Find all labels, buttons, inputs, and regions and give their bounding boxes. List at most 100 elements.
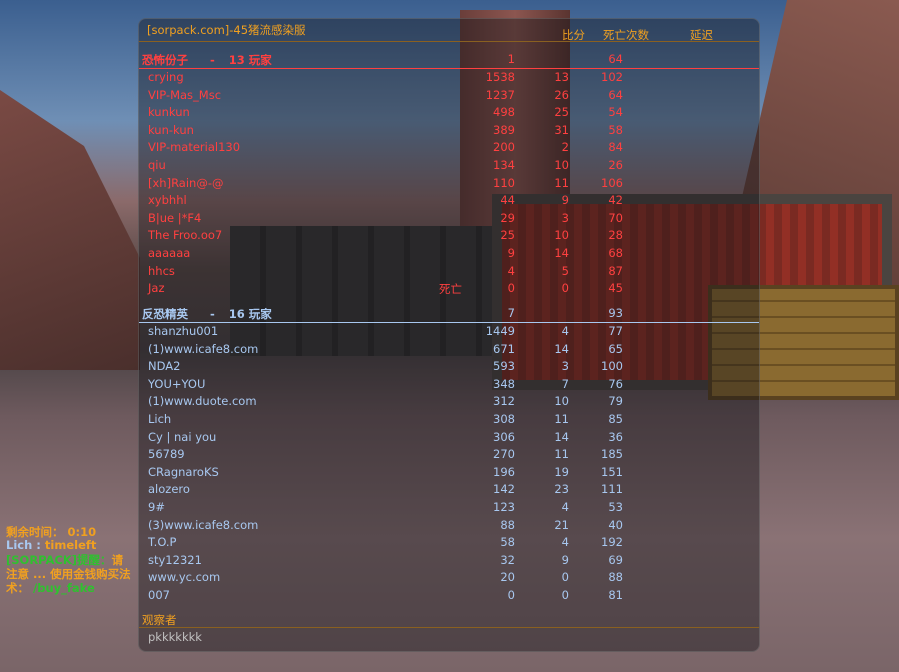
- player-deaths: 5: [561, 263, 569, 278]
- player-name: [xh]Rain@-@: [148, 175, 224, 190]
- header-divider: [139, 41, 759, 42]
- player-deaths: 9: [561, 193, 569, 208]
- player-latency: 28: [608, 228, 623, 243]
- team-name: 恐怖份子: [142, 53, 188, 67]
- player-name: aaaaaa: [148, 246, 191, 260]
- player-name: xybhhl: [148, 193, 187, 208]
- player-latency: 36: [608, 429, 623, 444]
- chat-message: Lich : timeleft: [6, 538, 96, 552]
- player-score: 134: [493, 158, 515, 172]
- player-name: VIP-material130: [148, 140, 241, 155]
- team-latency: 64: [608, 52, 623, 66]
- player-latency: 106: [601, 175, 623, 190]
- player-deaths: 10: [554, 394, 569, 409]
- player-score: 196: [493, 464, 515, 479]
- player-deaths: 11: [554, 175, 569, 190]
- player-deaths: 23: [554, 482, 569, 497]
- player-deaths: 25: [554, 105, 569, 120]
- player-name: VIP-Mas_Msc: [148, 87, 222, 102]
- column-header-deaths: 死亡次数: [603, 28, 649, 42]
- player-name: T.O.P: [148, 535, 177, 550]
- player-score: 1237: [485, 87, 515, 102]
- player-deaths: 14: [554, 429, 569, 444]
- player-score: 0: [507, 281, 515, 296]
- player-name: CRagnaroKS: [148, 464, 219, 479]
- player-score: 142: [493, 482, 515, 497]
- player-latency: 185: [601, 447, 623, 462]
- player-score: 88: [500, 517, 515, 532]
- spectators-label: 观察者: [142, 613, 177, 627]
- player-name: sty12321: [148, 552, 202, 567]
- player-name: alozero: [148, 482, 190, 497]
- player-latency: 102: [601, 70, 623, 84]
- spectator-name: pkkkkkkk: [148, 630, 202, 644]
- chat-notice: [SORPACK]提醒：请注意 ... 使用金钱购买法术： /buy_fake: [6, 553, 134, 595]
- notice-command: /buy_fake: [33, 581, 95, 595]
- player-latency: 54: [608, 105, 623, 120]
- player-deaths: 21: [554, 517, 569, 532]
- player-score: 389: [493, 122, 515, 137]
- player-deaths: 4: [561, 324, 569, 338]
- player-score: 270: [493, 447, 515, 462]
- player-name: 56789: [148, 447, 185, 462]
- scenery-rock-tower: [460, 10, 570, 230]
- timeleft-value: 0:10: [67, 525, 97, 539]
- scoreboard-panel: [sorpack.com]-45猪流感染服 比分 死亡次数 延迟 恐怖份子 -13…: [138, 18, 760, 652]
- team-separator: -: [210, 53, 215, 67]
- player-deaths: 26: [554, 87, 569, 102]
- player-deaths: 10: [554, 228, 569, 243]
- player-name: The Froo.oo7: [148, 228, 223, 243]
- team-header: 反恐精英 -16 玩家: [142, 306, 286, 322]
- player-latency: 76: [608, 376, 623, 391]
- chat-text: timeleft: [44, 538, 97, 552]
- player-deaths: 10: [554, 158, 569, 172]
- player-name: crying: [148, 70, 184, 84]
- player-score: 29: [500, 210, 515, 225]
- player-name: NDA2: [148, 359, 181, 374]
- server-title: [sorpack.com]-45猪流感染服: [147, 23, 306, 37]
- player-name: Jaz: [148, 281, 165, 296]
- player-name: kun-kun: [148, 122, 194, 137]
- scenery-wall: [230, 226, 492, 356]
- player-deaths: 9: [561, 552, 569, 567]
- player-score: 123: [493, 500, 515, 514]
- team-player-count: 16 玩家: [228, 307, 272, 321]
- player-score: 4: [507, 263, 515, 278]
- player-latency: 68: [608, 246, 623, 260]
- player-latency: 26: [608, 158, 623, 172]
- player-score: 0: [507, 588, 515, 602]
- player-deaths: 0: [561, 570, 569, 585]
- player-deaths: 19: [554, 464, 569, 479]
- player-name: B|ue |*F4: [148, 210, 202, 225]
- player-name: YOU+YOU: [148, 376, 206, 391]
- player-latency: 42: [608, 193, 623, 208]
- player-latency: 64: [608, 87, 623, 102]
- player-score: 20: [500, 570, 515, 585]
- player-deaths: 11: [554, 447, 569, 462]
- player-latency: 85: [608, 412, 623, 426]
- player-name: kunkun: [148, 105, 190, 120]
- player-deaths: 11: [554, 412, 569, 426]
- player-score: 200: [493, 140, 515, 155]
- player-latency: 45: [608, 281, 623, 296]
- player-latency: 100: [601, 359, 623, 374]
- player-score: 25: [500, 228, 515, 243]
- player-latency: 77: [608, 324, 623, 338]
- scenery-rock-left: [0, 90, 140, 370]
- player-score: 348: [493, 376, 515, 391]
- spectators-divider: [139, 627, 759, 628]
- player-deaths: 31: [554, 122, 569, 137]
- player-name: 007: [148, 588, 170, 602]
- team-separator: -: [210, 307, 215, 321]
- player-deaths: 14: [554, 246, 569, 260]
- player-deaths: 4: [561, 500, 569, 514]
- column-header-latency: 延迟: [690, 28, 713, 42]
- player-deaths: 3: [561, 359, 569, 374]
- player-latency: 53: [608, 500, 623, 514]
- chat-sender: Lich: [6, 538, 33, 552]
- player-score: 498: [493, 105, 515, 120]
- player-score: 593: [493, 359, 515, 374]
- player-score: 308: [493, 412, 515, 426]
- notice-text: 请注意 ... 使用金钱购买法术：: [6, 553, 131, 595]
- team-divider: [139, 322, 759, 323]
